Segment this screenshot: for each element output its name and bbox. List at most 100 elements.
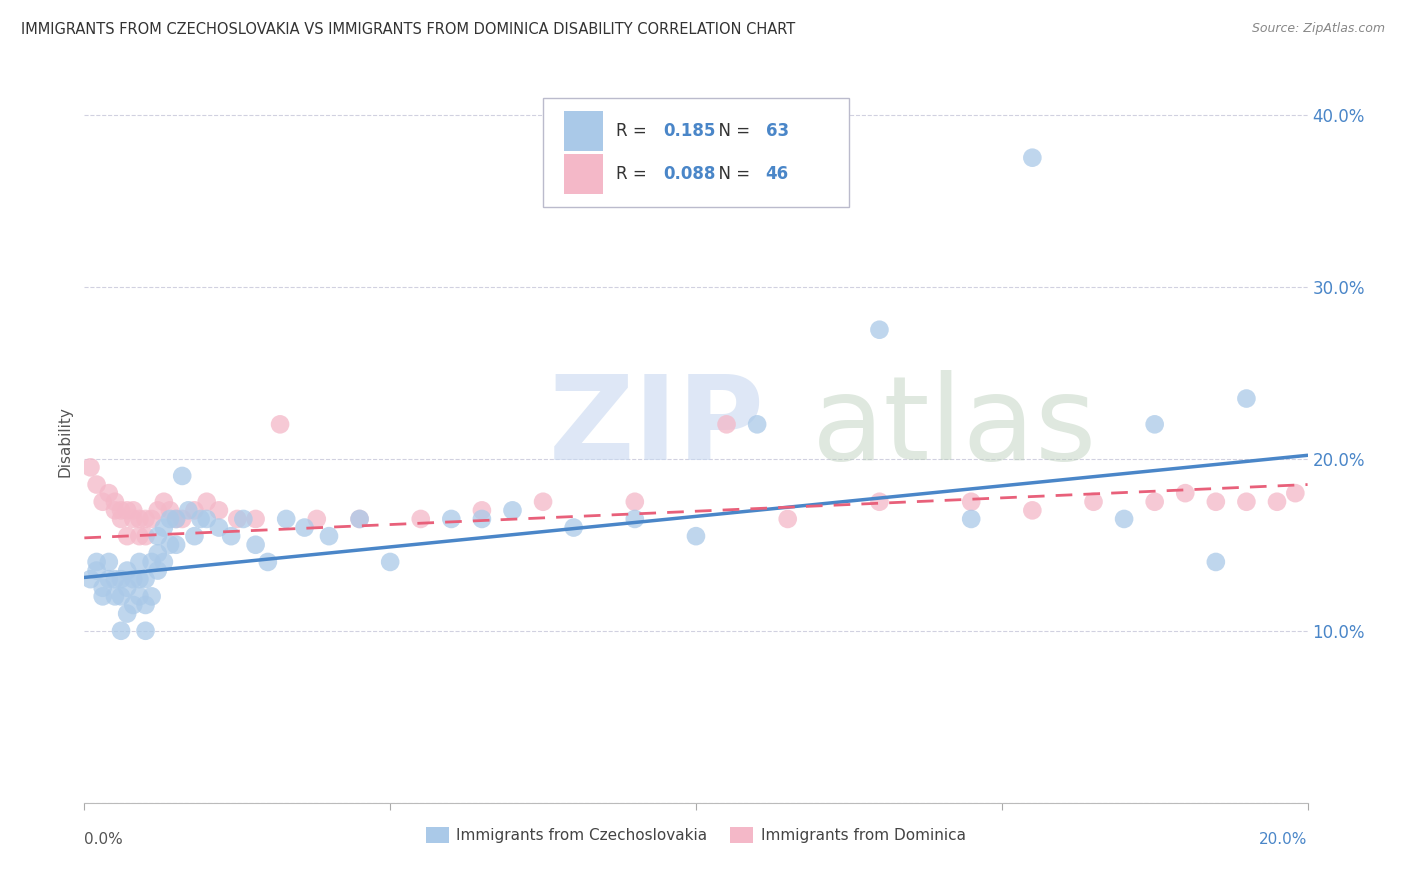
Point: [146, 529, 169, 543]
Point: [159, 503, 181, 517]
FancyBboxPatch shape: [564, 154, 603, 194]
Point: [165, 512, 187, 526]
Point: [1143, 417, 1166, 432]
Point: [685, 529, 707, 543]
Point: [146, 503, 169, 517]
Point: [97, 486, 120, 500]
Point: [91, 494, 114, 508]
Point: [165, 538, 187, 552]
Point: [1284, 486, 1306, 500]
Point: [159, 538, 181, 552]
Point: [276, 512, 298, 526]
Point: [349, 512, 371, 526]
Point: [183, 503, 205, 517]
Point: [115, 503, 138, 517]
Point: [110, 503, 132, 517]
Point: [1174, 486, 1197, 500]
Point: [141, 512, 163, 526]
Point: [219, 529, 242, 543]
Point: [195, 494, 218, 508]
Point: [195, 512, 218, 526]
Point: [208, 503, 231, 517]
Point: [153, 494, 176, 508]
Point: [128, 572, 150, 586]
Point: [409, 512, 432, 526]
Point: [135, 598, 157, 612]
Point: [172, 469, 194, 483]
Point: [86, 477, 108, 491]
Point: [135, 624, 157, 638]
Point: [1021, 503, 1043, 517]
Point: [960, 512, 983, 526]
Point: [104, 494, 127, 508]
Point: [232, 512, 254, 526]
Text: R =: R =: [616, 122, 652, 140]
Point: [165, 512, 187, 526]
Point: [1265, 494, 1288, 508]
Point: [776, 512, 799, 526]
Point: [349, 512, 371, 526]
Point: [122, 503, 145, 517]
Point: [245, 512, 267, 526]
Point: [269, 417, 291, 432]
Text: N =: N =: [709, 165, 755, 183]
Point: [502, 503, 524, 517]
Point: [245, 538, 267, 552]
Text: IMMIGRANTS FROM CZECHOSLOVAKIA VS IMMIGRANTS FROM DOMINICA DISABILITY CORRELATIO: IMMIGRANTS FROM CZECHOSLOVAKIA VS IMMIGR…: [21, 22, 796, 37]
Point: [869, 323, 891, 337]
Point: [380, 555, 402, 569]
Point: [135, 572, 157, 586]
Text: ZIP: ZIP: [550, 369, 765, 484]
Text: R =: R =: [616, 165, 652, 183]
Point: [146, 564, 169, 578]
Point: [115, 607, 138, 621]
Text: atlas: atlas: [813, 369, 1098, 484]
Point: [1205, 555, 1227, 569]
Text: N =: N =: [709, 122, 755, 140]
Point: [1114, 512, 1136, 526]
Point: [1236, 392, 1258, 406]
Point: [1205, 494, 1227, 508]
Point: [208, 520, 231, 534]
Point: [141, 590, 163, 604]
Text: 0.185: 0.185: [664, 122, 716, 140]
Point: [1143, 494, 1166, 508]
Point: [153, 555, 176, 569]
Point: [172, 512, 194, 526]
Point: [115, 581, 138, 595]
Point: [531, 494, 554, 508]
Point: [128, 555, 150, 569]
Point: [128, 590, 150, 604]
Text: 0.0%: 0.0%: [84, 831, 124, 847]
Text: 20.0%: 20.0%: [1260, 831, 1308, 847]
Point: [135, 529, 157, 543]
Point: [183, 529, 205, 543]
Y-axis label: Disability: Disability: [58, 406, 73, 477]
Point: [128, 512, 150, 526]
Point: [91, 581, 114, 595]
Point: [1236, 494, 1258, 508]
Point: [747, 417, 769, 432]
Point: [305, 512, 328, 526]
Point: [1083, 494, 1105, 508]
Point: [104, 503, 127, 517]
Point: [122, 572, 145, 586]
Point: [122, 598, 145, 612]
Point: [79, 460, 101, 475]
Point: [97, 572, 120, 586]
Point: [869, 494, 891, 508]
Point: [716, 417, 738, 432]
Point: [440, 512, 463, 526]
Point: [624, 512, 647, 526]
Point: [104, 572, 127, 586]
Point: [141, 555, 163, 569]
Text: Source: ZipAtlas.com: Source: ZipAtlas.com: [1251, 22, 1385, 36]
Point: [624, 494, 647, 508]
Point: [318, 529, 340, 543]
Point: [190, 512, 212, 526]
Point: [104, 590, 127, 604]
FancyBboxPatch shape: [564, 111, 603, 151]
Point: [97, 555, 120, 569]
Point: [159, 512, 181, 526]
Point: [79, 572, 101, 586]
